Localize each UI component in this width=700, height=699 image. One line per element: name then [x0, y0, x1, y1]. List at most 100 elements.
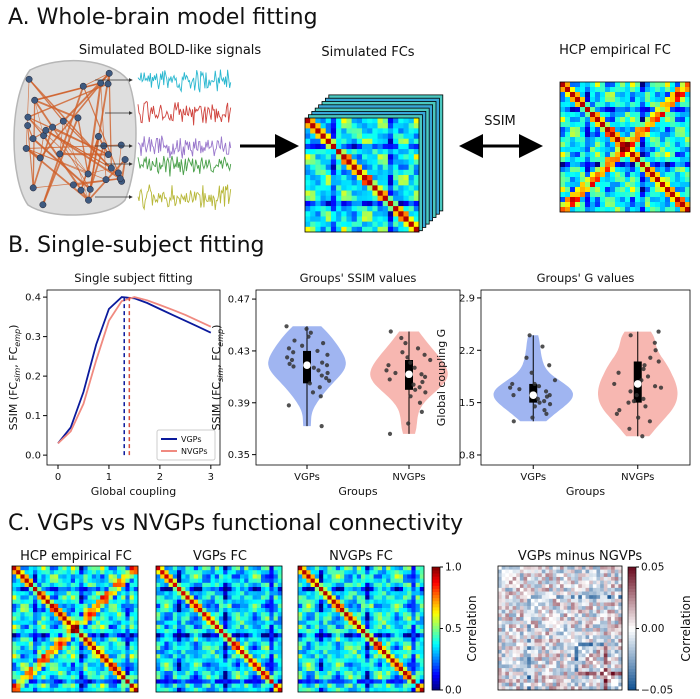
- heatmap-cell: [252, 612, 258, 617]
- heatmap-cell: [523, 624, 528, 629]
- heatmap-cell: [305, 118, 311, 124]
- heatmap-cell: [265, 608, 270, 613]
- heatmap-cell: [261, 658, 266, 663]
- heatmap-cell: [261, 599, 266, 605]
- heatmap-cell: [352, 675, 358, 680]
- heatmap-cell: [618, 617, 623, 622]
- heatmap-cell: [231, 666, 237, 672]
- heatmap-cell: [252, 645, 258, 651]
- heatmap-cell: [545, 617, 550, 622]
- heatmap-cell: [665, 87, 671, 93]
- heatmap-cell: [223, 645, 228, 651]
- heatmap-cell: [538, 649, 543, 654]
- heatmap-cell: [580, 122, 586, 128]
- heatmap-cell: [365, 603, 370, 609]
- heatmap-cell: [523, 606, 528, 611]
- heatmap-cell: [219, 658, 224, 663]
- heatmap-cell: [377, 624, 383, 630]
- heatmap-cell: [407, 595, 412, 600]
- heatmap-cell: [574, 653, 579, 658]
- heatmap-cell: [578, 580, 583, 585]
- heatmap-cell: [327, 591, 332, 596]
- heatmap-cell: [605, 202, 611, 208]
- heatmap-cell: [620, 162, 626, 168]
- heatmap-cell: [112, 641, 118, 647]
- heatmap-cell: [214, 679, 220, 684]
- heatmap-cell: [273, 566, 279, 571]
- heatmap-cell: [560, 602, 564, 607]
- heatmap-cell: [185, 658, 190, 663]
- heatmap-cell: [575, 107, 581, 113]
- heatmap-cell: [83, 566, 88, 571]
- heatmap-cell: [315, 206, 321, 212]
- connection: [27, 116, 45, 137]
- heatmap-cell: [560, 653, 564, 658]
- heatmap-cell: [530, 657, 535, 662]
- heatmap-cell: [519, 631, 524, 636]
- heatmap-cell: [28, 683, 34, 689]
- heatmap-cell: [172, 612, 178, 617]
- heatmap-cell: [377, 679, 383, 684]
- heatmap-cell: [269, 679, 274, 684]
- heatmap-cell: [675, 97, 681, 103]
- heatmap-cell: [96, 591, 101, 596]
- heatmap-cell: [361, 666, 366, 672]
- heatmap-cell: [560, 167, 566, 173]
- connection: [34, 82, 101, 101]
- heatmap-cell: [325, 190, 332, 197]
- heatmap-cell: [590, 147, 596, 153]
- heatmap-cell: [411, 582, 416, 588]
- heatmap-cell: [206, 570, 211, 575]
- heatmap-cell: [527, 660, 532, 665]
- heatmap-cell: [541, 569, 546, 574]
- heatmap-cell: [256, 612, 262, 617]
- heatmap-cell: [560, 642, 564, 647]
- heatmap-cell: [344, 641, 349, 647]
- heatmap-cell: [549, 617, 554, 622]
- heatmap-cell: [202, 616, 207, 621]
- heatmap-cell: [91, 637, 97, 642]
- heatmap-cell: [407, 675, 412, 680]
- heatmap-cell: [595, 107, 601, 113]
- heatmap-cell: [335, 687, 341, 693]
- heatmap-cell: [567, 613, 572, 618]
- heatmap-cell: [305, 128, 311, 134]
- heatmap-cell: [198, 566, 203, 571]
- heatmap-cell: [323, 612, 328, 617]
- heatmap-cell: [320, 133, 327, 140]
- heatmap-cell: [407, 683, 412, 689]
- heatmap-cell: [585, 192, 591, 198]
- heatmap-cell: [341, 221, 347, 228]
- heatmap-cell: [563, 573, 568, 578]
- heatmap-cell: [675, 147, 681, 153]
- heatmap-cell: [336, 200, 342, 207]
- heatmap-cell: [310, 641, 316, 647]
- heatmap-cell: [87, 679, 93, 684]
- heatmap-cell: [28, 658, 34, 663]
- heatmap-cell: [407, 629, 412, 634]
- heatmap-cell: [344, 582, 349, 588]
- heatmap-cell: [570, 584, 575, 589]
- heatmap-cell: [670, 107, 676, 113]
- heatmap-cell: [356, 629, 362, 634]
- heatmap-cell: [534, 591, 539, 596]
- heatmap-cell: [70, 616, 76, 621]
- heatmap-cell: [125, 633, 130, 638]
- heatmap-cell: [560, 117, 566, 123]
- heatmap-cell: [177, 620, 182, 626]
- heatmap-cell: [538, 664, 543, 669]
- heatmap-cell: [377, 190, 384, 197]
- heatmap-cell: [352, 578, 358, 584]
- heatmap-cell: [58, 679, 63, 684]
- heatmap-cell: [75, 566, 80, 571]
- heatmap-cell: [256, 578, 262, 584]
- heatmap-cell: [415, 658, 421, 663]
- heatmap-cell: [202, 662, 207, 668]
- heatmap-cell: [580, 147, 586, 153]
- heatmap-cell: [235, 587, 241, 592]
- heatmap-cell: [323, 641, 328, 647]
- heatmap-cell: [560, 102, 566, 108]
- heatmap-cell: [575, 142, 581, 148]
- heatmap-cell: [603, 635, 608, 640]
- heatmap-cell: [530, 609, 535, 614]
